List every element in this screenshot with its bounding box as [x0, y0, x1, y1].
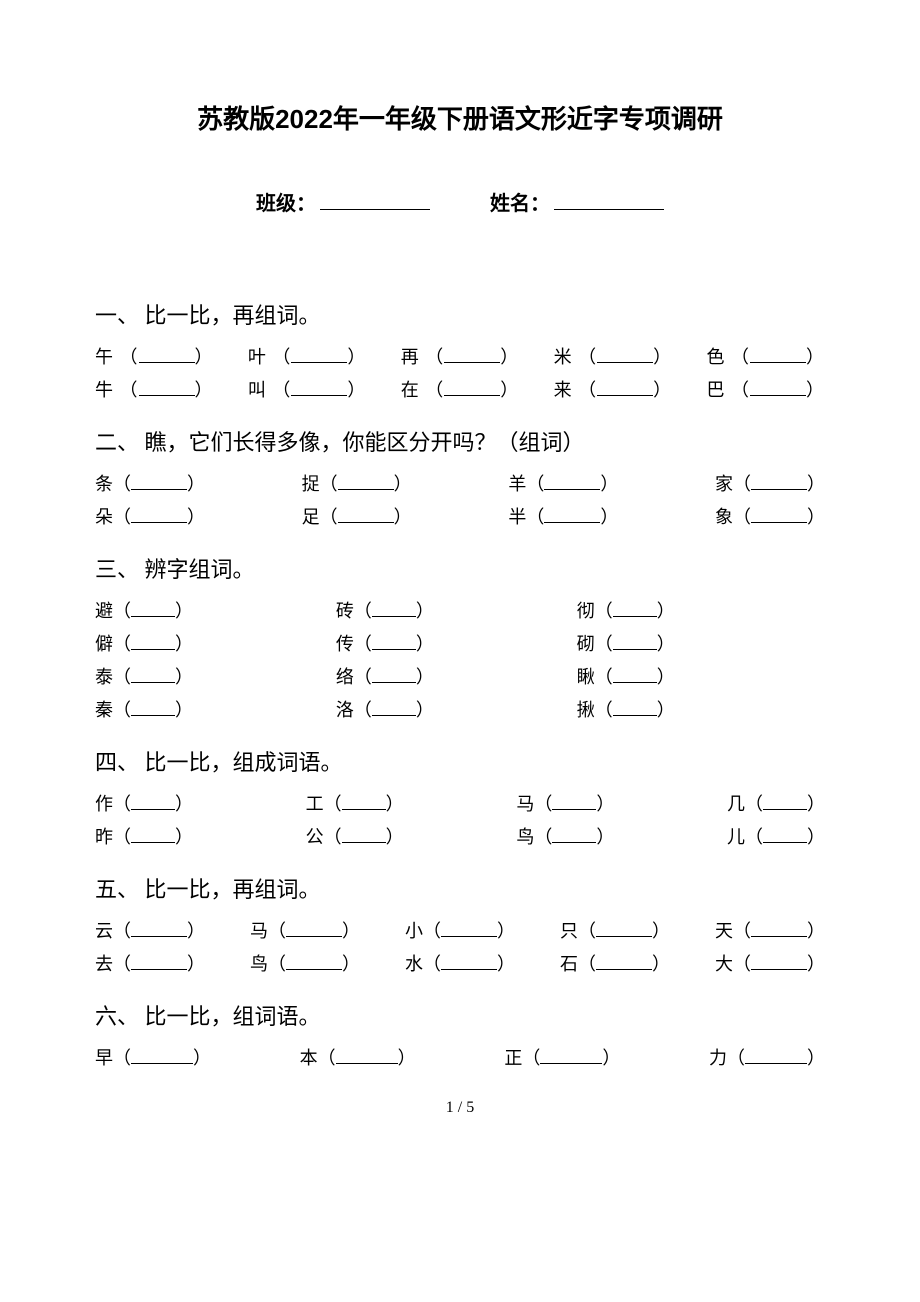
s1-r1-c3: 来 （）: [554, 377, 673, 404]
s5-r1-c3: 石（）: [560, 951, 670, 978]
section-2-heading: 二、 瞧，它们长得多像，你能区分开吗？（组词）: [95, 426, 825, 459]
s1-r0-c2: 再 （）: [401, 344, 520, 371]
s3-r3-c2: 揪（）: [577, 697, 818, 724]
student-info: 班级： 姓名：: [95, 189, 825, 219]
section-4: 四、 比一比，组成词语。 作（） 工（） 马（） 几（） 昨（） 公（） 鸟（）…: [95, 746, 825, 851]
s3-r3-c1: 洛（）: [336, 697, 577, 724]
section-5: 五、 比一比，再组词。 云（） 马（） 小（） 只（） 天（） 去（） 鸟（） …: [95, 873, 825, 978]
s2-r1-c2: 半（）: [508, 504, 618, 531]
section-3-row-2: 泰（） 络（） 瞅（）: [95, 664, 825, 691]
s2-r0-c1: 捉（）: [302, 471, 412, 498]
s2-r1-c0: 朵（）: [95, 504, 205, 531]
s5-r0-c1: 马（）: [250, 918, 360, 945]
section-4-row-1: 昨（） 公（） 鸟（） 儿（）: [95, 824, 825, 851]
s6-r0-c1: 本（）: [300, 1045, 416, 1072]
s5-r1-c4: 大（）: [715, 951, 825, 978]
s1-r1-c0: 牛 （）: [95, 377, 214, 404]
name-blank: [554, 192, 664, 210]
s4-r1-c1: 公（）: [306, 824, 404, 851]
s3-r1-c1: 传（）: [336, 631, 577, 658]
section-6: 六、 比一比，组词语。 早（） 本（） 正（） 力（）: [95, 1000, 825, 1072]
s5-r0-c3: 只（）: [560, 918, 670, 945]
section-6-row-0: 早（） 本（） 正（） 力（）: [95, 1045, 825, 1072]
class-blank: [320, 192, 430, 210]
s2-r0-c3: 家（）: [715, 471, 825, 498]
s1-r0-c1: 叶 （）: [248, 344, 367, 371]
section-3: 三、 辨字组词。 避（） 砖（） 彻（） 僻（） 传（） 砌（） 泰（） 络（）…: [95, 553, 825, 724]
section-6-heading: 六、 比一比，组词语。: [95, 1000, 825, 1033]
s2-r0-c2: 羊（）: [508, 471, 618, 498]
section-1-row-1: 牛 （） 叫 （） 在 （） 来 （） 巴 （）: [95, 377, 825, 404]
s5-r1-c0: 去（）: [95, 951, 205, 978]
s3-r1-c2: 砌（）: [577, 631, 818, 658]
s6-r0-c2: 正（）: [504, 1045, 620, 1072]
s1-r1-c4: 巴 （）: [707, 377, 826, 404]
s5-r0-c2: 小（）: [405, 918, 515, 945]
section-2: 二、 瞧，它们长得多像，你能区分开吗？（组词） 条（） 捉（） 羊（） 家（） …: [95, 426, 825, 531]
section-1-heading: 一、 比一比，再组词。: [95, 299, 825, 332]
s1-r0-c0: 午 （）: [95, 344, 214, 371]
s2-r0-c0: 条（）: [95, 471, 205, 498]
s5-r0-c4: 天（）: [715, 918, 825, 945]
section-4-heading: 四、 比一比，组成词语。: [95, 746, 825, 779]
class-label: 班级：: [256, 193, 316, 215]
section-2-row-1: 朵（） 足（） 半（） 象（）: [95, 504, 825, 531]
s3-r2-c1: 络（）: [336, 664, 577, 691]
s4-r0-c2: 马（）: [516, 791, 614, 818]
s1-r1-c1: 叫 （）: [248, 377, 367, 404]
section-1: 一、 比一比，再组词。 午 （） 叶 （） 再 （） 米 （） 色 （） 牛 （…: [95, 299, 825, 404]
section-3-heading: 三、 辨字组词。: [95, 553, 825, 586]
section-1-row-0: 午 （） 叶 （） 再 （） 米 （） 色 （）: [95, 344, 825, 371]
section-2-row-0: 条（） 捉（） 羊（） 家（）: [95, 471, 825, 498]
s3-r2-c2: 瞅（）: [577, 664, 818, 691]
s5-r1-c2: 水（）: [405, 951, 515, 978]
s2-r1-c3: 象（）: [715, 504, 825, 531]
section-5-heading: 五、 比一比，再组词。: [95, 873, 825, 906]
s4-r1-c0: 昨（）: [95, 824, 193, 851]
s1-r0-c4: 色 （）: [707, 344, 826, 371]
page-number: 1 / 5: [95, 1096, 825, 1120]
s2-r1-c1: 足（）: [302, 504, 412, 531]
s4-r0-c1: 工（）: [306, 791, 404, 818]
s4-r1-c2: 鸟（）: [516, 824, 614, 851]
section-3-row-3: 秦（） 洛（） 揪（）: [95, 697, 825, 724]
s3-r1-c0: 僻（）: [95, 631, 336, 658]
section-5-row-1: 去（） 鸟（） 水（） 石（） 大（）: [95, 951, 825, 978]
s1-r0-c3: 米 （）: [554, 344, 673, 371]
s3-r0-c2: 彻（）: [577, 598, 818, 625]
s4-r0-c0: 作（）: [95, 791, 193, 818]
section-3-row-0: 避（） 砖（） 彻（）: [95, 598, 825, 625]
s4-r0-c3: 几（）: [727, 791, 825, 818]
page-title: 苏教版2022年一年级下册语文形近字专项调研: [95, 100, 825, 139]
s6-r0-c3: 力（）: [709, 1045, 825, 1072]
s3-r2-c0: 泰（）: [95, 664, 336, 691]
s5-r1-c1: 鸟（）: [250, 951, 360, 978]
s1-r1-c2: 在 （）: [401, 377, 520, 404]
s3-r0-c0: 避（）: [95, 598, 336, 625]
section-3-row-1: 僻（） 传（） 砌（）: [95, 631, 825, 658]
name-label: 姓名：: [490, 193, 550, 215]
section-5-row-0: 云（） 马（） 小（） 只（） 天（）: [95, 918, 825, 945]
s4-r1-c3: 儿（）: [727, 824, 825, 851]
s6-r0-c0: 早（）: [95, 1045, 211, 1072]
s3-r0-c1: 砖（）: [336, 598, 577, 625]
s5-r0-c0: 云（）: [95, 918, 205, 945]
s3-r3-c0: 秦（）: [95, 697, 336, 724]
section-4-row-0: 作（） 工（） 马（） 几（）: [95, 791, 825, 818]
